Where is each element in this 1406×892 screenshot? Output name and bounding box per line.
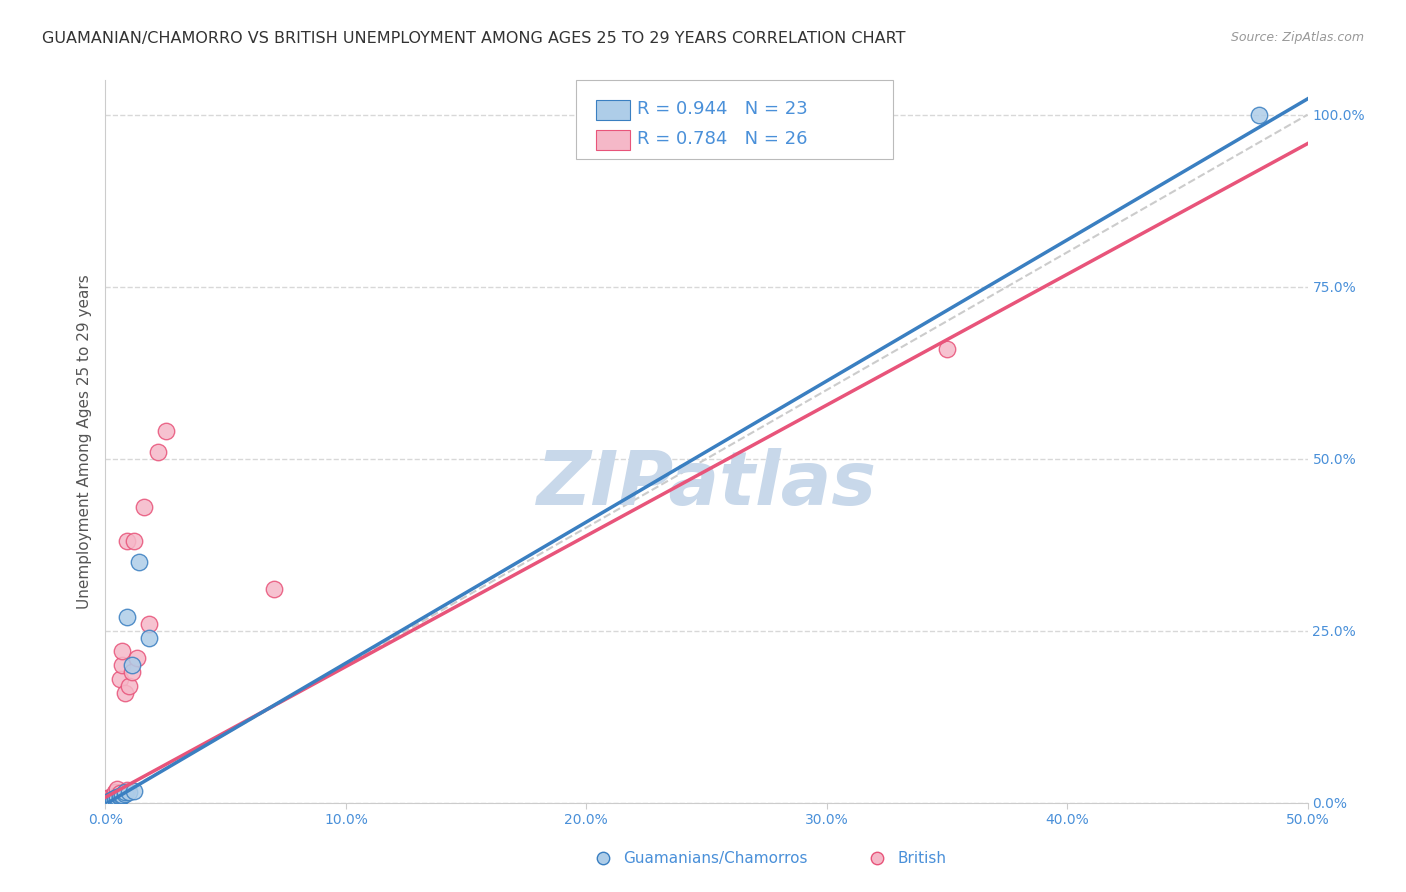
Text: R = 0.784   N = 26: R = 0.784 N = 26 — [637, 130, 807, 148]
Point — [132, 500, 155, 514]
Point — [592, 851, 614, 865]
Text: British: British — [897, 851, 946, 865]
Point — [121, 665, 143, 679]
Point — [104, 792, 127, 806]
Point — [115, 610, 138, 624]
Point — [107, 789, 129, 803]
Point — [107, 791, 129, 805]
Text: R = 0.944   N = 23: R = 0.944 N = 23 — [637, 100, 807, 118]
Point — [114, 785, 136, 799]
Point — [104, 791, 127, 805]
Point — [138, 616, 160, 631]
Point — [98, 794, 121, 808]
Point — [98, 789, 121, 804]
Point — [111, 788, 134, 802]
Point — [155, 424, 177, 438]
Point — [111, 658, 134, 673]
Point — [124, 784, 146, 798]
Text: Source: ZipAtlas.com: Source: ZipAtlas.com — [1230, 31, 1364, 45]
Point — [263, 582, 285, 597]
Point — [111, 789, 134, 803]
Point — [138, 631, 160, 645]
Point — [107, 782, 129, 797]
Point — [118, 785, 141, 799]
Point — [114, 686, 136, 700]
Point — [101, 792, 124, 806]
Text: Guamanians/Chamorros: Guamanians/Chamorros — [623, 851, 807, 865]
Text: GUAMANIAN/CHAMORRO VS BRITISH UNEMPLOYMENT AMONG AGES 25 TO 29 YEARS CORRELATION: GUAMANIAN/CHAMORRO VS BRITISH UNEMPLOYME… — [42, 31, 905, 46]
Point — [104, 785, 127, 799]
Point — [97, 791, 120, 805]
Point — [114, 787, 136, 801]
Text: ZIPatlas: ZIPatlas — [537, 449, 876, 522]
Point — [128, 555, 150, 569]
Point — [936, 342, 959, 356]
Point — [108, 786, 131, 800]
Point — [101, 790, 124, 805]
Point — [101, 789, 124, 803]
Point — [108, 789, 131, 803]
Point — [101, 793, 124, 807]
Point — [115, 534, 138, 549]
Point — [94, 792, 117, 806]
Point — [148, 445, 170, 459]
Point — [104, 788, 127, 802]
Point — [111, 644, 134, 658]
Point — [108, 672, 131, 686]
Point — [108, 790, 131, 805]
Y-axis label: Unemployment Among Ages 25 to 29 years: Unemployment Among Ages 25 to 29 years — [76, 274, 91, 609]
Point — [124, 534, 146, 549]
Point — [125, 651, 148, 665]
Point — [118, 679, 141, 693]
Point — [97, 795, 120, 809]
Point — [115, 782, 138, 797]
Point — [107, 789, 129, 804]
Point — [94, 796, 117, 810]
Point — [1249, 108, 1271, 122]
Point — [866, 851, 889, 865]
Point — [98, 794, 121, 808]
Point — [121, 658, 143, 673]
